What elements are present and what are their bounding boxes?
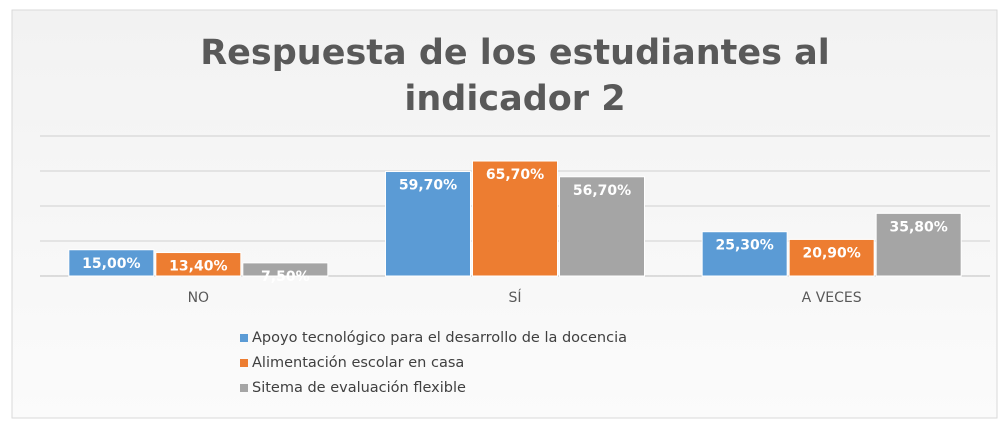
bar xyxy=(472,160,558,277)
bar xyxy=(788,238,875,277)
bar xyxy=(68,249,155,277)
x-tick-label: SÍ xyxy=(508,289,521,306)
legend-label: Apoyo tecnológico para el desarrollo de … xyxy=(252,330,627,346)
data-label: 20,90% xyxy=(803,245,861,261)
bar xyxy=(701,231,788,277)
legend-swatch xyxy=(240,359,248,367)
data-label: 56,70% xyxy=(573,183,631,199)
data-label: 65,70% xyxy=(486,167,544,183)
data-label: 13,40% xyxy=(169,259,227,275)
bar xyxy=(242,262,329,277)
bar xyxy=(155,252,242,277)
data-label: 7,50% xyxy=(261,269,310,285)
x-tick-label: A VECES xyxy=(802,290,862,306)
bar xyxy=(385,171,471,277)
data-label: 25,30% xyxy=(716,238,774,254)
legend-label: Alimentación escolar en casa xyxy=(252,355,464,371)
bar xyxy=(559,176,645,277)
data-label: 35,80% xyxy=(890,219,948,235)
legend-swatch xyxy=(240,334,248,342)
data-label: 15,00% xyxy=(82,256,140,272)
data-label: 59,70% xyxy=(399,178,457,194)
bar xyxy=(875,212,962,277)
legend-label: Sitema de evaluación flexible xyxy=(252,380,466,396)
legend-swatch xyxy=(240,384,248,392)
chart-title: Respuesta de los estudiantes al indicado… xyxy=(200,33,830,119)
x-tick-label: NO xyxy=(188,290,210,306)
